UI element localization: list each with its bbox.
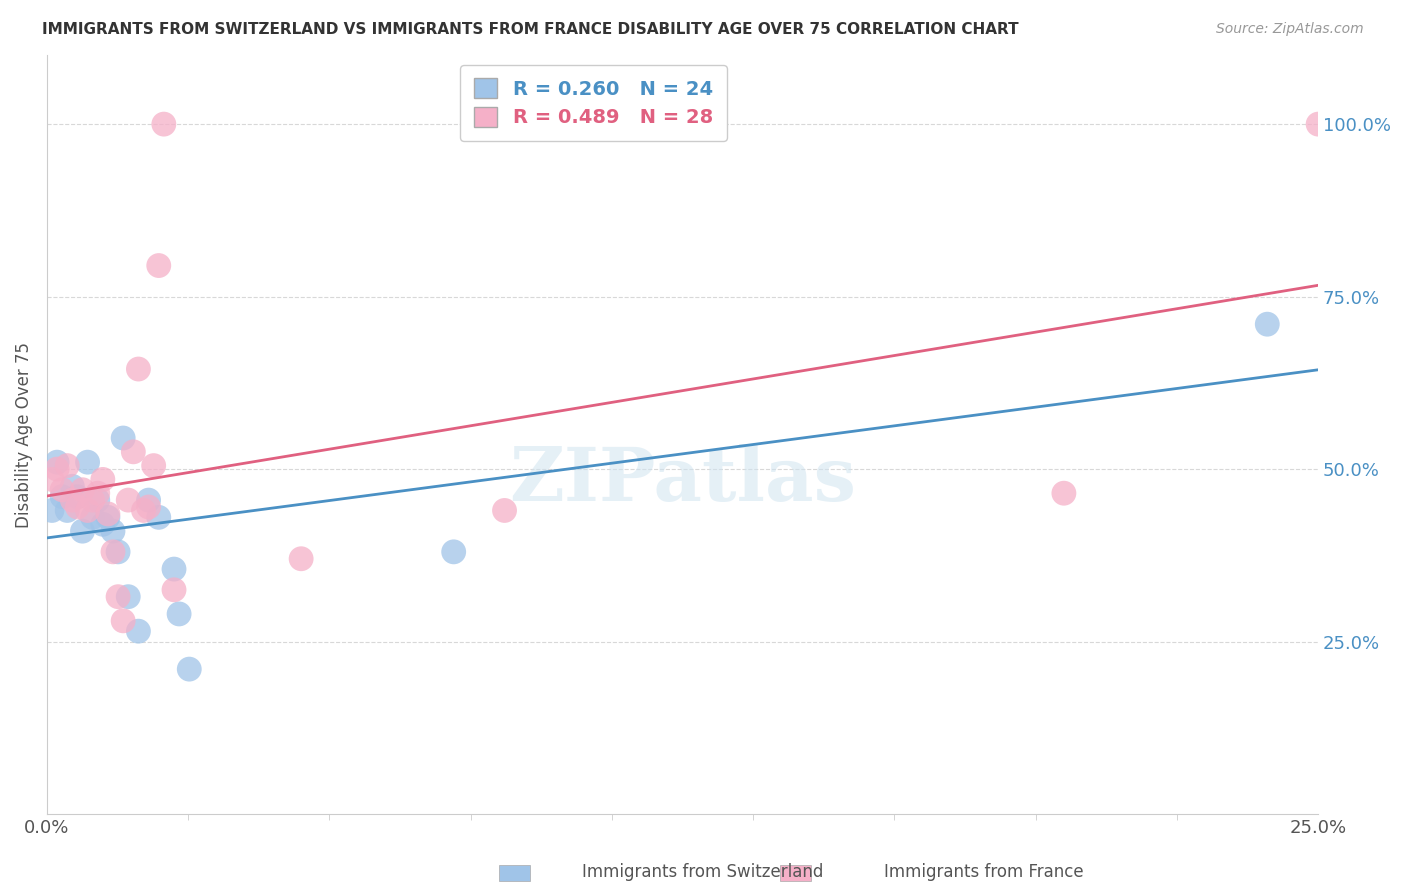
Point [127, 624, 149, 639]
Point [290, 551, 312, 566]
Point [72, 483, 94, 497]
Point [51, 483, 73, 497]
Point [148, 259, 170, 273]
Text: Immigrants from Switzerland: Immigrants from Switzerland [582, 863, 824, 881]
Text: ZIPatlas: ZIPatlas [509, 443, 856, 516]
Point [46, 462, 69, 476]
Point [72, 524, 94, 538]
Point [51, 490, 73, 504]
Point [153, 117, 176, 131]
Point [82, 510, 104, 524]
Point [138, 500, 160, 514]
Y-axis label: Disability Age Over 75: Disability Age Over 75 [15, 342, 32, 527]
Point [163, 562, 186, 576]
Point [117, 590, 139, 604]
Point [1308, 117, 1330, 131]
Point [148, 510, 170, 524]
Point [101, 545, 124, 559]
Point [132, 503, 155, 517]
Point [107, 545, 129, 559]
Point [443, 545, 465, 559]
Point [56, 458, 79, 473]
Point [41, 472, 63, 486]
Point [60, 479, 83, 493]
Point [117, 493, 139, 508]
Point [101, 524, 124, 538]
Text: IMMIGRANTS FROM SWITZERLAND VS IMMIGRANTS FROM FRANCE DISABILITY AGE OVER 75 COR: IMMIGRANTS FROM SWITZERLAND VS IMMIGRANT… [42, 22, 1019, 37]
Point [46, 455, 69, 469]
Point [163, 582, 186, 597]
Point [66, 490, 89, 504]
Point [76, 503, 98, 517]
Point [179, 662, 201, 676]
Point [91, 517, 114, 532]
Point [494, 503, 516, 517]
Point [60, 493, 83, 508]
Point [142, 458, 165, 473]
Text: Immigrants from France: Immigrants from France [884, 863, 1084, 881]
Point [66, 500, 89, 514]
Point [91, 472, 114, 486]
Point [1053, 486, 1076, 500]
Point [87, 486, 110, 500]
Point [112, 614, 135, 628]
Point [97, 507, 120, 521]
Point [107, 590, 129, 604]
Point [112, 431, 135, 445]
Point [41, 503, 63, 517]
Point [1256, 317, 1278, 331]
Point [87, 493, 110, 508]
Point [76, 455, 98, 469]
Point [127, 362, 149, 376]
Point [167, 607, 190, 621]
Point [122, 445, 145, 459]
Text: Source: ZipAtlas.com: Source: ZipAtlas.com [1216, 22, 1364, 37]
Point [138, 493, 160, 508]
Point [97, 510, 120, 524]
Point [82, 493, 104, 508]
Legend: R = 0.260   N = 24, R = 0.489   N = 28: R = 0.260 N = 24, R = 0.489 N = 28 [460, 65, 727, 141]
Point [56, 503, 79, 517]
